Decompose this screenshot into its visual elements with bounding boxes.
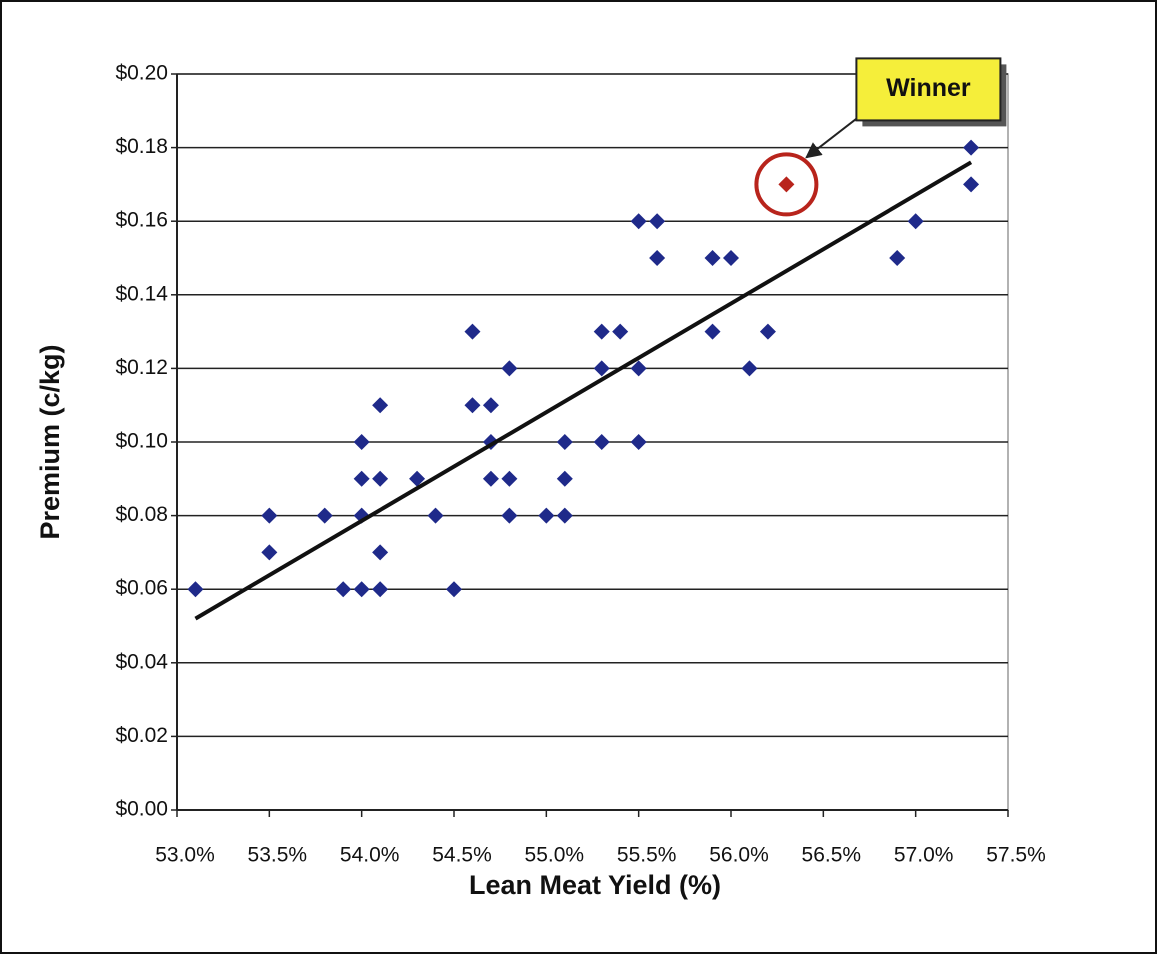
y-tick-label: $0.20 (115, 62, 168, 85)
point (593, 360, 610, 377)
y-tick-label: $0.02 (115, 724, 168, 747)
y-tick-label: $0.06 (115, 577, 168, 600)
point (372, 544, 389, 561)
x-tick-label: 54.5% (432, 844, 492, 867)
highlight-ring (754, 152, 819, 217)
point (501, 507, 518, 524)
point (261, 544, 278, 561)
x-tick-label: 55.5% (617, 844, 677, 867)
y-tick-label: $0.04 (115, 650, 168, 673)
point (482, 397, 499, 414)
point (630, 360, 647, 377)
point (556, 507, 573, 524)
trendline (194, 160, 973, 621)
point (907, 213, 924, 230)
point (372, 470, 389, 487)
x-tick-label: 57.5% (986, 844, 1046, 867)
y-tick-label: $0.14 (115, 282, 168, 305)
point (630, 213, 647, 230)
point (649, 213, 666, 230)
y-tick-label: $0.10 (115, 430, 168, 453)
point (353, 470, 370, 487)
point (704, 323, 721, 340)
point (335, 581, 352, 598)
point (612, 323, 629, 340)
x-tick-label: 53.5% (248, 844, 308, 867)
point (593, 434, 610, 450)
point (353, 434, 370, 450)
point (778, 176, 795, 193)
y-tick-label: $0.12 (115, 356, 168, 379)
annotation-box (855, 57, 1002, 122)
point (556, 434, 573, 450)
point (409, 470, 426, 487)
x-axis-title: Lean Meat Yield (%) (469, 870, 721, 900)
x-tick-label: 54.0% (340, 844, 400, 867)
point (316, 507, 333, 524)
point (889, 250, 906, 266)
point (649, 250, 666, 266)
point (353, 581, 370, 598)
point (446, 581, 462, 598)
point (593, 323, 610, 340)
point (759, 323, 776, 340)
x-tick-label: 55.0% (525, 844, 585, 867)
point (187, 581, 204, 598)
point (963, 139, 980, 156)
point (723, 250, 739, 266)
point (372, 581, 389, 598)
point (630, 434, 647, 450)
point (372, 397, 389, 414)
point (501, 470, 518, 487)
point (261, 507, 278, 524)
annotation-text: Winner (886, 74, 971, 102)
y-tick-label: $0.16 (115, 209, 168, 232)
point (464, 397, 481, 414)
y-axis-title: Premium (c/kg) (35, 344, 65, 539)
point (704, 250, 721, 266)
x-tick-label: 56.0% (709, 844, 769, 867)
y-tick-label: $0.08 (115, 503, 168, 526)
point (538, 507, 555, 524)
x-tick-label: 53.0% (155, 844, 215, 867)
x-tick-label: 57.0% (894, 844, 954, 867)
point (427, 507, 444, 524)
y-tick-label: $0.18 (115, 135, 168, 158)
point (741, 360, 758, 377)
point (501, 360, 518, 377)
point (963, 176, 980, 193)
point (482, 470, 499, 487)
x-tick-label: 56.5% (802, 844, 862, 867)
point (556, 470, 573, 487)
y-tick-label: $0.00 (115, 798, 168, 821)
point (464, 323, 481, 340)
